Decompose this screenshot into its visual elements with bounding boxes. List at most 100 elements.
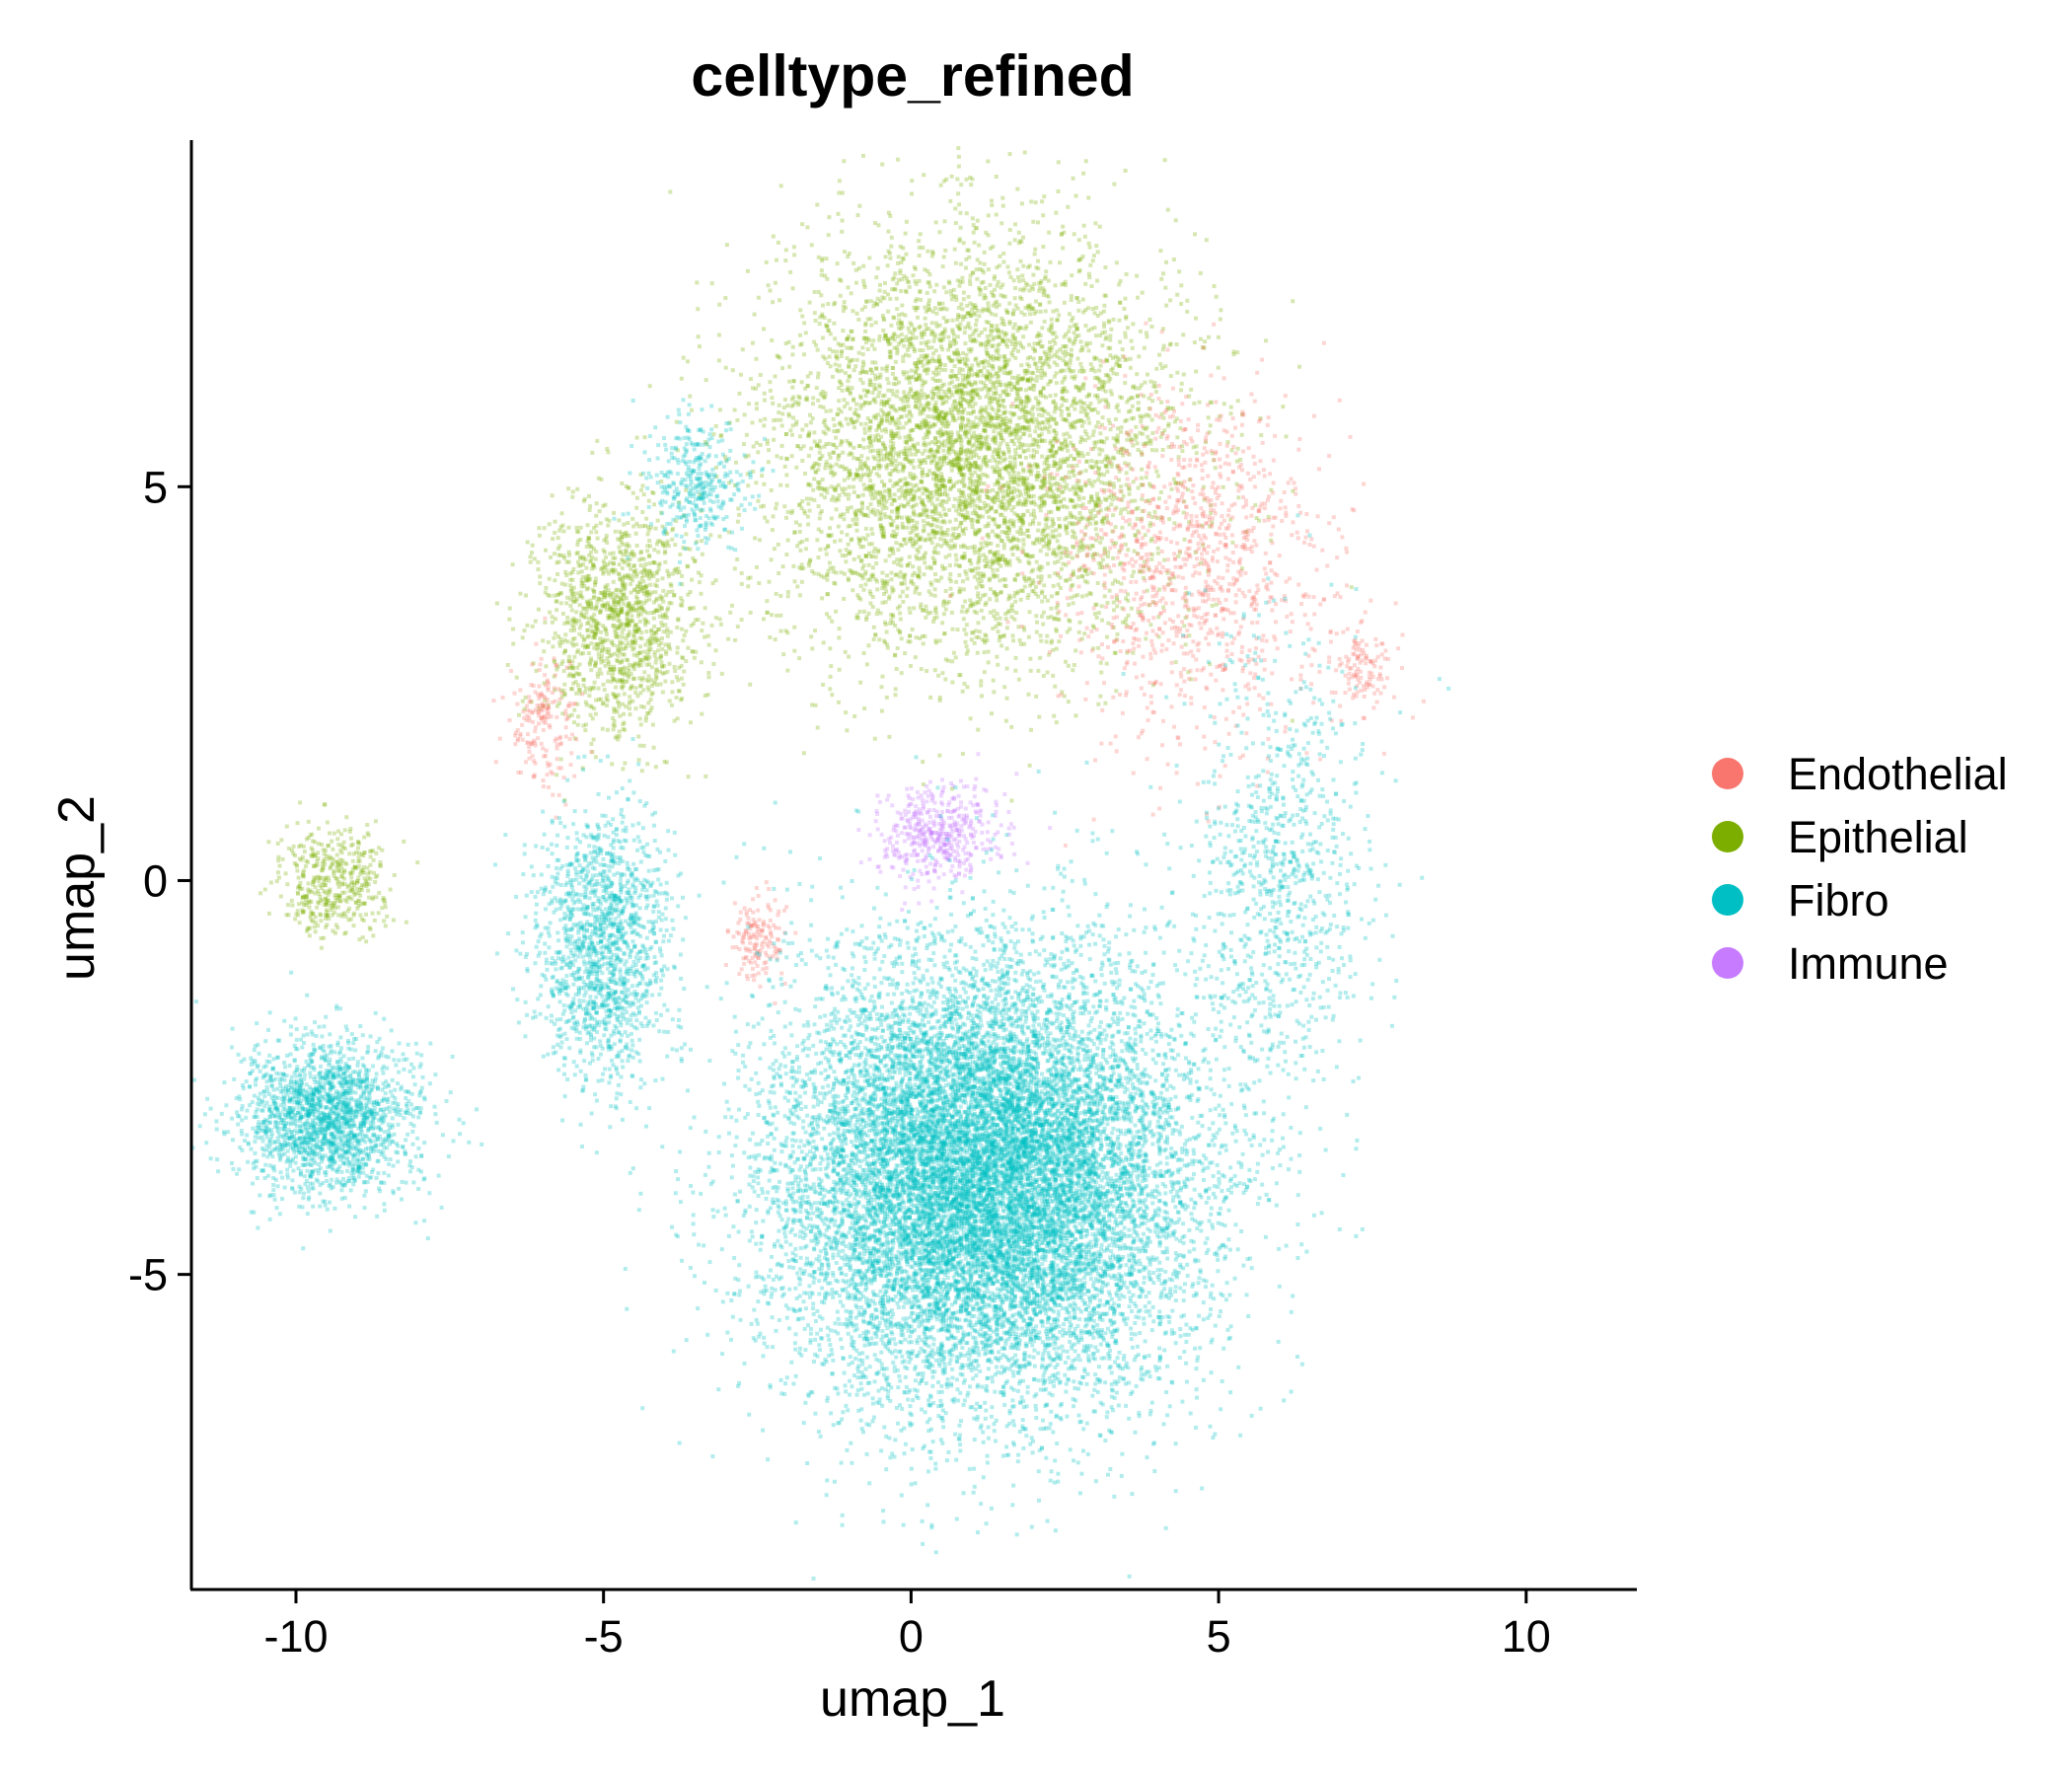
cell-point (945, 528, 950, 532)
cell-point (930, 392, 935, 397)
cell-point (968, 481, 973, 485)
cell-point (833, 301, 838, 305)
cell-point (1129, 606, 1134, 611)
cell-point (935, 497, 940, 502)
cell-point (974, 483, 979, 488)
cell-point (1072, 331, 1076, 335)
cell-point (932, 546, 937, 551)
cell-point (855, 571, 860, 576)
cell-point (847, 333, 851, 338)
cell-point (943, 555, 948, 559)
cell-point (1045, 670, 1050, 675)
cell-point (766, 460, 771, 465)
cell-point (1154, 469, 1159, 474)
cell-point (984, 395, 989, 399)
cell-point (784, 553, 789, 556)
cell-point (929, 321, 934, 326)
cell-point (1027, 386, 1032, 391)
cell-point (854, 402, 858, 407)
cell-point (976, 550, 981, 555)
cell-point (1008, 274, 1013, 279)
cell-point (807, 300, 812, 305)
cell-point (880, 581, 885, 586)
cell-point (1017, 397, 1022, 401)
cell-point (949, 485, 953, 490)
cell-point (882, 483, 887, 488)
cell-point (817, 486, 822, 491)
cell-point (1041, 361, 1046, 366)
cell-point (832, 580, 837, 585)
cell-point (993, 589, 997, 594)
cell-point (912, 524, 917, 529)
cell-point (1042, 538, 1046, 543)
cell-point (990, 465, 995, 470)
cell-point (992, 590, 997, 595)
cell-point (824, 408, 829, 413)
cell-point (872, 547, 877, 551)
cell-point (1168, 406, 1173, 410)
cell-point (919, 461, 924, 466)
cell-point (1072, 474, 1076, 478)
cell-point (1090, 483, 1095, 488)
cell-point (860, 473, 865, 477)
cell-point (1029, 499, 1034, 504)
cell-point (1138, 329, 1143, 333)
cell-point (1114, 406, 1119, 409)
cell-point (1040, 326, 1045, 331)
cell-point (993, 447, 998, 452)
cell-point (799, 562, 804, 567)
cell-point (1207, 334, 1211, 339)
cell-point (780, 366, 785, 371)
cell-point (1102, 380, 1107, 385)
cell-point (1026, 559, 1031, 564)
cell-point (895, 557, 900, 562)
cell-point (987, 387, 992, 392)
cell-point (778, 594, 783, 598)
cell-point (1094, 424, 1099, 429)
cell-point (798, 548, 803, 553)
cell-point (1055, 539, 1060, 544)
cell-point (728, 610, 733, 615)
cell-point (998, 368, 1002, 373)
cell-point (1093, 527, 1098, 532)
cell-point (1235, 399, 1240, 404)
cell-point (892, 434, 897, 438)
cell-point (1193, 551, 1198, 555)
cell-point (743, 455, 748, 460)
cell-point (951, 350, 956, 355)
cell-point (1065, 515, 1070, 520)
cell-point (1025, 509, 1030, 513)
cell-point (842, 478, 847, 482)
cell-point (861, 403, 866, 407)
cell-point (903, 313, 908, 318)
cell-point (1020, 424, 1025, 429)
cell-point (926, 494, 931, 499)
cell-point (976, 373, 981, 378)
cell-point (921, 608, 925, 613)
cell-point (703, 440, 707, 444)
cell-point (827, 452, 832, 457)
cell-point (1078, 485, 1083, 490)
cell-point (1225, 440, 1230, 445)
cell-point (923, 305, 927, 310)
cell-point (1012, 594, 1017, 599)
cell-point (942, 631, 947, 636)
cell-point (873, 632, 878, 637)
cell-point (1092, 612, 1097, 617)
cell-point (1066, 204, 1071, 209)
cell-point (1002, 466, 1007, 471)
cell-point (862, 486, 867, 491)
cell-point (957, 415, 962, 420)
cell-point (813, 629, 817, 633)
cell-point (974, 489, 979, 494)
cell-point (958, 425, 963, 430)
cell-point (993, 328, 998, 333)
cell-point (1160, 431, 1165, 435)
cell-point (961, 478, 966, 482)
cell-point (867, 378, 872, 383)
cell-point (732, 407, 737, 412)
cell-point (1054, 420, 1059, 425)
cell-point (842, 398, 847, 403)
cell-point (830, 619, 835, 624)
cell-point (1060, 447, 1065, 452)
